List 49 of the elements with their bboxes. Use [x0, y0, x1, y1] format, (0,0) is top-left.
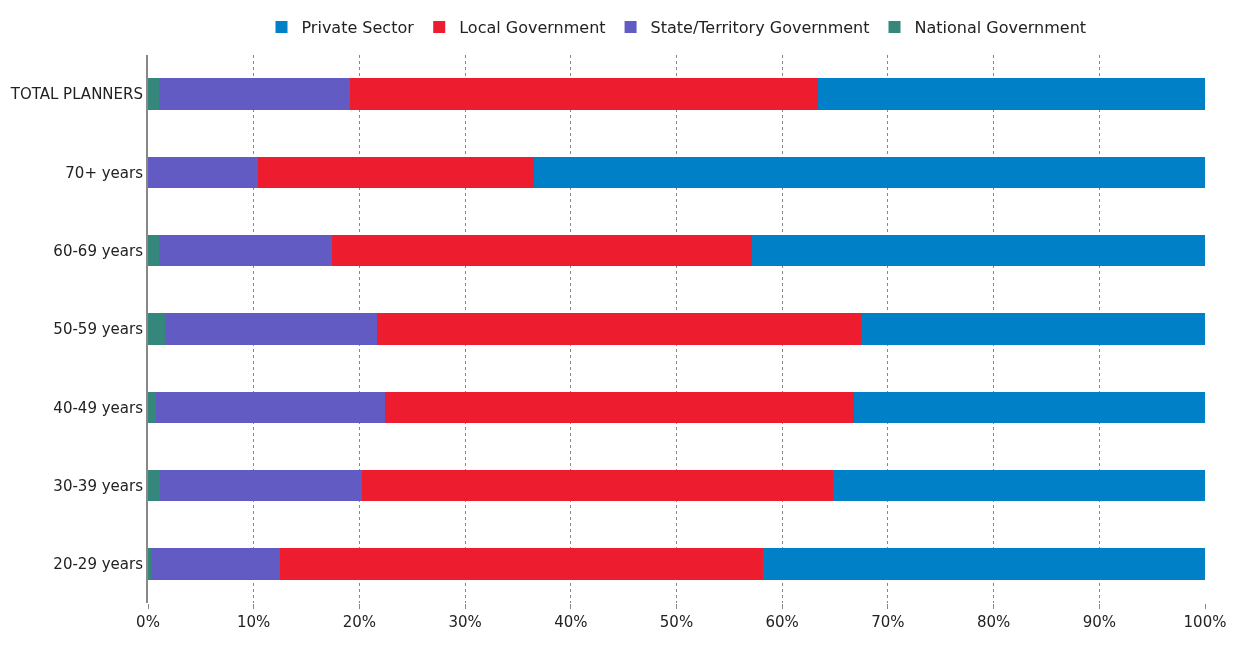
bar	[818, 78, 1205, 110]
bar	[148, 156, 258, 189]
x-tick-label: 0%	[136, 613, 160, 631]
x-tick-label: 100%	[1183, 613, 1227, 631]
bar	[854, 391, 1205, 423]
bar	[148, 391, 157, 423]
x-tick-label: 40%	[554, 613, 588, 631]
bar	[384, 391, 855, 423]
bar	[763, 548, 1205, 580]
y-tick-label: 60-69 years	[53, 241, 144, 260]
legend-label: State/Territory Government	[650, 18, 870, 38]
bar	[832, 469, 1205, 502]
bar	[148, 313, 165, 345]
bar	[148, 469, 160, 502]
y-tick-label: TOTAL PLANNERS	[9, 85, 143, 104]
bar	[331, 235, 752, 267]
y-tick-label: 70+ years	[65, 163, 144, 182]
bar	[257, 156, 534, 189]
x-tick-label: 70%	[871, 613, 905, 631]
bar	[377, 313, 862, 345]
bar	[159, 469, 362, 502]
bar	[361, 469, 833, 502]
x-tick-label: 90%	[1082, 613, 1116, 631]
bar	[349, 78, 819, 110]
x-tick-label: 80%	[976, 613, 1011, 631]
bar	[861, 313, 1205, 345]
x-tick-label: 10%	[237, 613, 271, 631]
legend-label: Local Government	[459, 18, 606, 38]
y-tick-label: 30-39 years	[53, 476, 144, 495]
bar	[533, 156, 1205, 189]
x-tick-label: 20%	[342, 613, 377, 631]
legend-label: Private Sector	[301, 18, 415, 38]
bar	[148, 548, 152, 580]
bar	[158, 78, 350, 110]
bar	[148, 235, 159, 267]
bar	[280, 548, 764, 580]
x-tick-label: 30%	[448, 613, 482, 631]
x-tick-label: 60%	[765, 613, 799, 631]
y-tick-label: 50-59 years	[53, 320, 144, 339]
y-tick-label: 20-29 years	[53, 555, 144, 574]
bar	[151, 548, 281, 580]
bar	[751, 235, 1205, 267]
legend-label: National Government	[914, 18, 1087, 38]
bar	[148, 78, 159, 110]
bar	[156, 391, 385, 423]
bar	[158, 235, 332, 267]
y-tick-label: 40-49 years	[53, 398, 144, 417]
bar	[164, 313, 378, 345]
x-tick-label: 50%	[659, 613, 694, 631]
